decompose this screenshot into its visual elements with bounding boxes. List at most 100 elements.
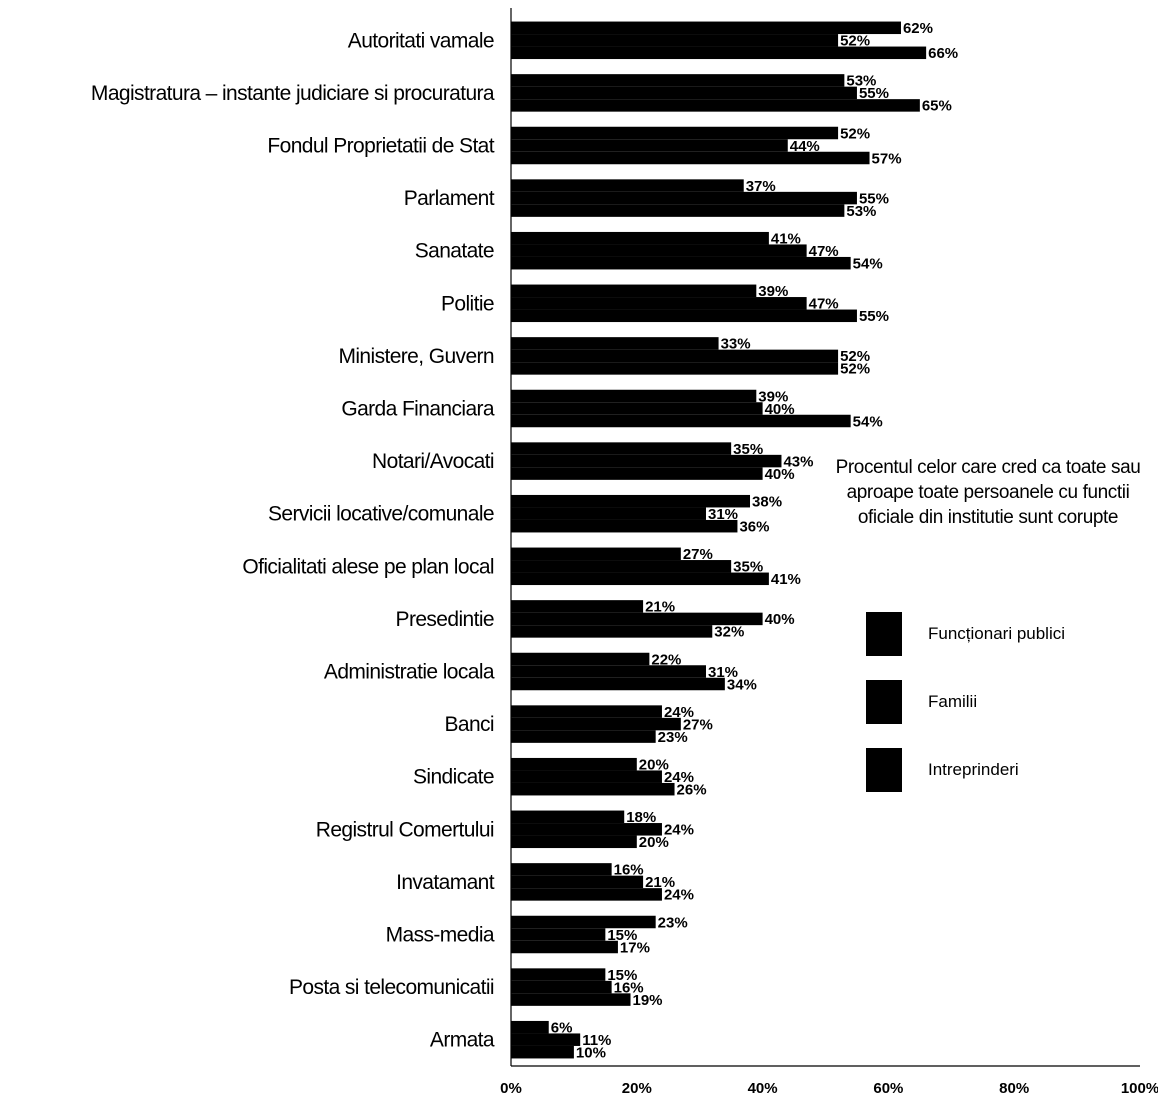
value-label: 37%: [746, 178, 776, 195]
value-label: 23%: [658, 914, 688, 931]
category-label: Autoritati vamale: [348, 29, 494, 52]
category-label: Ministere, Guvern: [338, 345, 494, 368]
value-label: 52%: [840, 33, 870, 50]
value-label: 27%: [683, 716, 713, 733]
value-label: 55%: [859, 308, 889, 325]
legend-label: Funcționari publici: [928, 624, 1066, 643]
value-label: 52%: [840, 348, 870, 365]
bar: [511, 414, 851, 428]
value-label: 41%: [771, 571, 801, 588]
value-label: 31%: [708, 506, 738, 523]
bar: [511, 547, 681, 561]
bar: [511, 389, 757, 403]
category-label: Sanatate: [415, 240, 494, 263]
value-label: 15%: [607, 967, 637, 984]
category-label: Politie: [441, 292, 494, 315]
value-label: 40%: [765, 466, 795, 483]
value-label: 23%: [658, 729, 688, 746]
category-labels: Autoritati vamale Magistratura – instante…: [91, 29, 496, 1052]
bar: [511, 151, 870, 165]
bar: [511, 1033, 581, 1046]
value-label: 55%: [859, 85, 889, 102]
bar: [511, 191, 857, 205]
value-label: 36%: [739, 518, 769, 535]
bar: [511, 507, 706, 520]
bar: [511, 875, 644, 889]
category-label: Banci: [444, 713, 494, 736]
bar: [511, 993, 631, 1006]
value-label: 22%: [651, 651, 681, 668]
bar: [511, 835, 637, 849]
value-label: 19%: [633, 992, 663, 1009]
value-label: 34%: [727, 676, 757, 693]
bar: [511, 940, 618, 954]
x-tick-label: 40%: [748, 1080, 778, 1097]
value-label: 21%: [645, 599, 675, 616]
bar: [511, 863, 612, 876]
bar: [511, 625, 713, 638]
value-label: 47%: [809, 296, 839, 313]
value-label: 27%: [683, 546, 713, 563]
value-label: 65%: [922, 98, 952, 115]
value-label: 31%: [708, 664, 738, 681]
value-label: 38%: [752, 493, 782, 510]
legend-label: Intreprinderi: [928, 760, 1019, 779]
bar: [511, 256, 851, 270]
value-label: 39%: [758, 388, 788, 405]
bar: [511, 600, 644, 613]
value-label: 54%: [853, 255, 883, 272]
bar: [511, 1045, 574, 1059]
bar: [511, 284, 757, 298]
category-label: Registrul Comertului: [316, 818, 494, 841]
value-label: 40%: [765, 401, 795, 418]
x-tick-label: 80%: [999, 1080, 1029, 1097]
bar: [511, 204, 845, 217]
bar: [511, 810, 625, 824]
bar: [511, 665, 706, 678]
value-label: 40%: [765, 611, 795, 628]
bar: [511, 337, 719, 350]
value-label: 62%: [903, 20, 933, 37]
value-label: 6%: [551, 1019, 573, 1036]
axes: 0% 20% 40% 60% 80% 100%: [500, 8, 1158, 1097]
value-label: 17%: [620, 939, 650, 956]
value-label: 24%: [664, 769, 694, 786]
bar: [511, 349, 839, 363]
bar: [511, 139, 788, 152]
bar: [511, 572, 769, 586]
category-label: Armata: [430, 1029, 495, 1052]
bar: [511, 99, 920, 112]
value-label: 20%: [639, 834, 669, 851]
bars: [511, 21, 927, 1059]
bar: [511, 46, 927, 60]
value-label: 26%: [677, 781, 707, 798]
value-label: 53%: [846, 203, 876, 220]
value-label: 52%: [840, 361, 870, 378]
bar: [511, 888, 662, 901]
x-tick-label: 20%: [622, 1080, 652, 1097]
value-label: 43%: [783, 453, 813, 470]
legend-swatch: [866, 612, 902, 656]
value-label: 55%: [859, 190, 889, 207]
value-label: 32%: [714, 624, 744, 641]
value-label: 41%: [771, 230, 801, 247]
category-label: Oficialitati alese pe plan local: [242, 555, 494, 578]
bar: [511, 467, 763, 480]
x-tick-label: 60%: [873, 1080, 903, 1097]
value-label: 53%: [846, 73, 876, 90]
category-label: Mass-media: [386, 924, 495, 947]
legend-swatch: [866, 748, 902, 792]
value-label: 35%: [733, 441, 763, 458]
value-label: 20%: [639, 756, 669, 773]
category-label: Sindicate: [413, 766, 494, 789]
bar: [511, 362, 839, 375]
x-tick-label: 0%: [500, 1080, 522, 1097]
x-tick-label: 100%: [1121, 1080, 1158, 1097]
bar: [511, 915, 656, 929]
legend-swatch: [866, 680, 902, 724]
bar: [511, 968, 606, 981]
bar: [511, 1020, 549, 1034]
bar: [511, 717, 681, 731]
bar: [511, 612, 763, 626]
